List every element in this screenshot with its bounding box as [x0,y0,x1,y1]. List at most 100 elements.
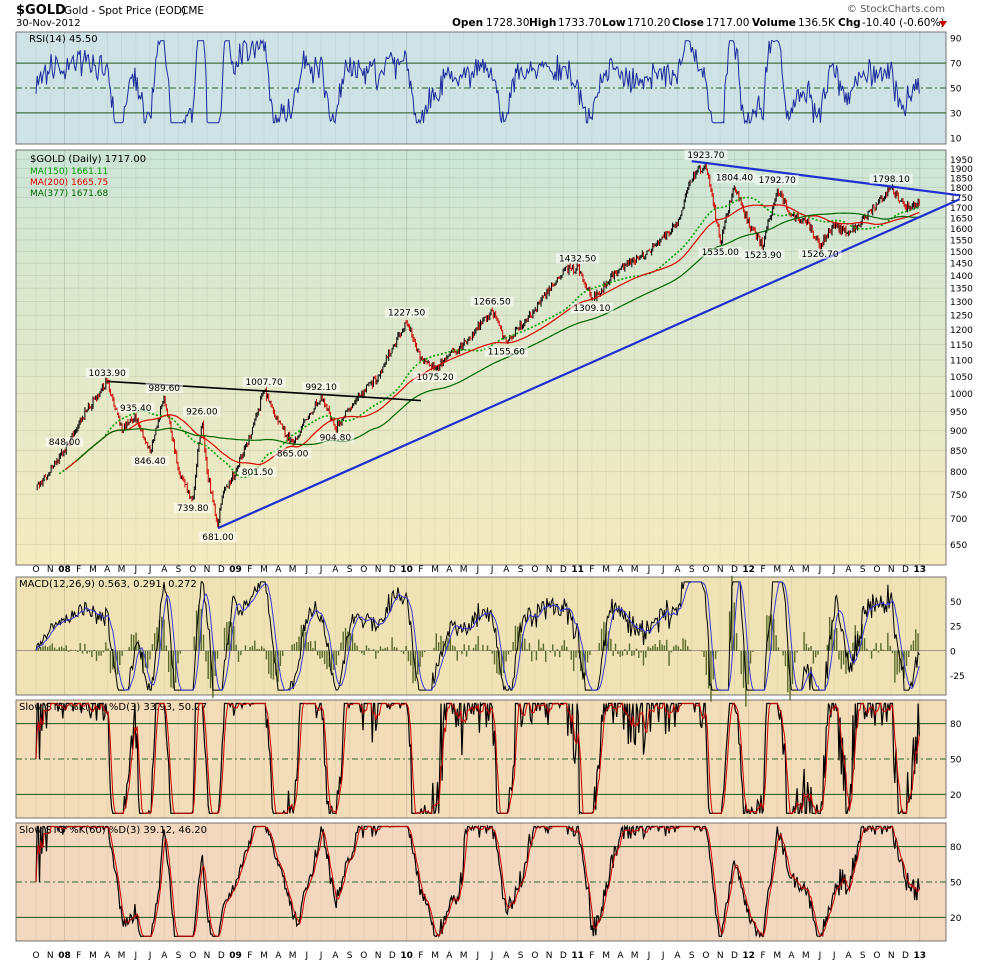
price-label-bg [45,437,84,448]
price-label: 801.50 [242,468,274,478]
price-label-bg [712,172,757,183]
rsi-title: RSI(14) 45.50 [29,34,98,45]
low-label: Low [602,17,626,29]
x-tick: J [647,565,651,575]
x-tick: O [32,951,39,961]
price-label: 1792.70 [759,176,796,186]
price-label: 904.80 [320,434,352,444]
x-tick: O [531,951,538,961]
x-tick: M [773,951,781,961]
price-tick: 800 [950,468,967,478]
price-label-bg [145,383,184,394]
macd-signal-line [35,581,920,691]
x-tick: M [89,565,97,575]
x-tick: N [546,951,553,961]
x-tick: M [631,565,639,575]
x-tick: J [832,951,836,961]
x-tick: S [689,565,695,575]
x-tick: F [760,951,765,961]
price-label: 846.40 [134,457,166,467]
x-tick: N [375,951,382,961]
price-label: 1266.50 [474,298,511,308]
x-tick: O [360,951,367,961]
legend-ma150: MA(150) 1661.11 [30,167,108,177]
x-tick: J [319,951,323,961]
price-label-bg [173,503,212,514]
legend-ma377: MA(377) 1671.68 [30,189,108,199]
price-label-bg [413,372,457,383]
x-tick: A [161,565,168,575]
x-tick: A [104,565,111,575]
x-tick: A [332,951,339,961]
price-label-bg [131,455,169,466]
x-tick: 11 [571,565,584,575]
price-label: 1804.40 [716,174,753,184]
price-tick: 1000 [950,390,973,400]
x-tick: 13 [913,565,926,575]
price-title: $GOLD (Daily) 1717.00 [30,154,146,165]
x-tick: N [546,565,553,575]
x-tick: 08 [58,565,71,575]
x-tick: D [560,565,567,575]
price-label-bg [316,432,355,443]
macd-tick: 25 [950,623,961,633]
price-tick: 1200 [950,326,973,336]
price-label-bg [684,150,728,161]
legend-ma200: MA(200) 1665.75 [30,178,108,188]
price-tick: 1500 [950,248,973,258]
x-tick: F [760,565,765,575]
x-tick: J [661,565,665,575]
x-tick: J [476,951,480,961]
x-tick: 11 [571,951,584,961]
x-tick: S [518,951,524,961]
close-value: 1717.00 [706,17,749,29]
price-label: 1535.00 [702,248,739,258]
price-tick: 1300 [950,298,973,308]
x-tick: A [104,951,111,961]
x-tick: N [47,565,54,575]
x-tick: A [503,951,510,961]
annotations-layer: 1033.90 848.00 935.40 989.60 846.40 926.00 739… [45,150,913,543]
x-tick: 08 [58,951,71,961]
x-tick: D [731,951,738,961]
price-label-bg [199,532,237,543]
x-tick: O [32,565,39,575]
x-tick: 09 [229,565,242,575]
x-tick: M [802,951,810,961]
x-tick: S [347,951,353,961]
x-tick: A [788,951,795,961]
x-tick: J [818,951,822,961]
price-tick: 650 [950,541,967,551]
x-tick: M [260,951,268,961]
x-tick: F [418,565,423,575]
price-tick: 1800 [950,184,973,194]
axis-ticks-layer: 1030507090650700750800850900950100010501… [32,35,973,961]
x-tick: O [189,565,196,575]
price-label: 1033.90 [89,369,126,379]
x-tick: S [860,565,866,575]
high-label: High [529,17,556,29]
price-label-bg [570,303,614,314]
brand-label: © StockCharts.com [847,4,945,15]
rsi-tick: 50 [950,85,962,95]
high-value: 1733.70 [558,17,601,29]
x-tick: J [818,565,822,575]
x-tick: F [247,951,252,961]
price-label-bg [85,367,129,378]
x-tick: A [332,565,339,575]
price-label-bg [741,249,785,260]
price-label: 739.80 [177,504,209,514]
price-label: 935.40 [120,404,152,414]
rsi-line [35,38,920,125]
x-tick: N [888,565,895,575]
volume-label: Volume [752,17,796,29]
macd-tick: 50 [950,598,962,608]
x-tick: A [503,565,510,575]
price-tick: 950 [950,408,967,418]
sto14-tick: 50 [950,756,962,766]
x-tick: D [389,951,396,961]
price-label-bg [238,466,277,477]
x-tick: D [902,565,909,575]
price-label: 1526.70 [801,250,838,260]
sto14-title: Slow STO %K(14) %D(3) 33.93, 50.27 [19,702,207,713]
